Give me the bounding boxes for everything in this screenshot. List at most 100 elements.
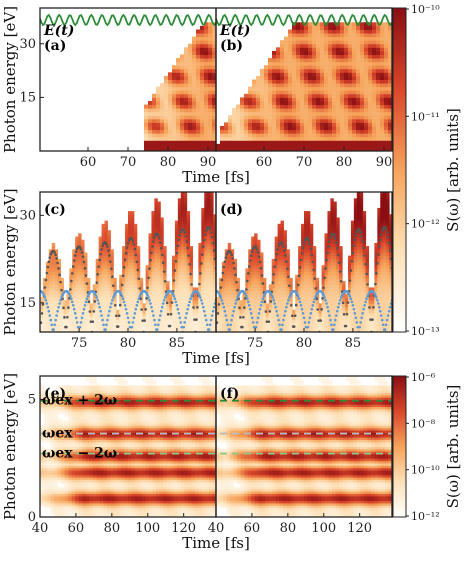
heatmap-cell bbox=[130, 287, 135, 292]
heatmap-cell bbox=[280, 233, 284, 238]
heatmap-cell bbox=[188, 72, 193, 77]
heatmap-cell bbox=[101, 284, 106, 288]
heatmap-cell bbox=[372, 47, 377, 52]
heatmap-cell bbox=[98, 236, 103, 241]
heatmap-cell bbox=[356, 316, 361, 320]
heatmap-cell bbox=[213, 255, 216, 260]
overlay-dot bbox=[201, 245, 205, 248]
heatmap-cell bbox=[128, 284, 132, 288]
heatmap-cell bbox=[188, 61, 193, 66]
heatmap-cell bbox=[157, 258, 161, 263]
overlay-dot bbox=[203, 233, 207, 236]
heatmap-cell bbox=[376, 86, 381, 91]
heatmap-cell bbox=[333, 223, 337, 228]
heatmap-cell bbox=[139, 316, 144, 320]
heatmap-cell bbox=[104, 268, 108, 273]
heatmap-cell bbox=[196, 104, 201, 109]
heatmap-cell bbox=[384, 50, 389, 55]
heatmap-cell bbox=[312, 262, 317, 266]
heatmap-cell bbox=[306, 227, 311, 231]
heatmap-cell bbox=[45, 322, 50, 327]
heatmap-cell bbox=[360, 93, 365, 98]
heatmap-cell bbox=[272, 61, 277, 66]
heatmap-cell bbox=[172, 255, 176, 260]
overlay-dot bbox=[157, 234, 160, 237]
heatmap-cell bbox=[324, 47, 329, 52]
heatmap-cell bbox=[154, 284, 158, 288]
heatmap-cell bbox=[296, 50, 301, 55]
heatmap-cell bbox=[312, 90, 317, 95]
heatmap-cell bbox=[274, 316, 279, 320]
heatmap-cell bbox=[210, 195, 214, 199]
heatmap-cell bbox=[84, 325, 88, 330]
heatmap-cell bbox=[86, 322, 91, 327]
heatmap-cell bbox=[86, 306, 91, 311]
heatmap-cell bbox=[201, 217, 205, 222]
heatmap-cell bbox=[172, 265, 176, 269]
heatmap-cell bbox=[301, 281, 305, 285]
heatmap-cell bbox=[163, 290, 167, 295]
overlay-dot bbox=[72, 307, 76, 311]
heatmap-cell bbox=[328, 75, 333, 80]
heatmap-cell bbox=[180, 262, 185, 266]
heatmap-cell bbox=[144, 140, 149, 145]
heatmap-cell bbox=[242, 328, 246, 332]
heatmap-cell bbox=[284, 111, 289, 116]
heatmap-cell bbox=[174, 290, 179, 295]
heatmap-cell bbox=[336, 40, 341, 45]
heatmap-cell bbox=[316, 40, 321, 45]
heatmap-cell bbox=[189, 281, 194, 285]
heatmap-cell bbox=[174, 281, 179, 285]
heatmap-cell bbox=[284, 43, 289, 48]
heatmap-cell bbox=[364, 47, 369, 52]
heatmap-cell bbox=[356, 136, 361, 141]
heatmap-cell bbox=[42, 325, 47, 330]
heatmap-cell bbox=[316, 29, 321, 34]
heatmap-cell bbox=[260, 83, 265, 88]
overlay-dot bbox=[71, 304, 75, 307]
heatmap-cell bbox=[372, 143, 377, 148]
heatmap-cell bbox=[213, 290, 216, 295]
heatmap-cell bbox=[218, 312, 223, 317]
heatmap-cell bbox=[51, 271, 56, 276]
heatmap-cell bbox=[256, 108, 261, 113]
heatmap-cell bbox=[344, 147, 349, 151]
heatmap-cell bbox=[180, 239, 185, 244]
heatmap-cell bbox=[177, 252, 182, 257]
heatmap-cell bbox=[356, 233, 361, 238]
heatmap-cell bbox=[151, 211, 155, 215]
heatmap-cell bbox=[95, 328, 100, 332]
heatmap-cell bbox=[210, 284, 214, 288]
heatmap-cell bbox=[298, 284, 302, 288]
heatmap-cell bbox=[192, 322, 196, 327]
heatmap-cell bbox=[42, 297, 47, 301]
heatmap-cell bbox=[204, 118, 209, 123]
heatmap-cell bbox=[128, 316, 132, 320]
heatmap-cell bbox=[160, 271, 164, 276]
heatmap-cell bbox=[157, 230, 161, 234]
heatmap-cell bbox=[321, 300, 326, 304]
heatmap-cell bbox=[348, 72, 353, 77]
heatmap-cell bbox=[339, 271, 343, 276]
heatmap-cell bbox=[348, 79, 353, 84]
overlay-dot bbox=[176, 244, 180, 248]
overlay-dot bbox=[116, 325, 120, 328]
heatmap-cell bbox=[288, 29, 293, 34]
heatmap-cell bbox=[40, 316, 44, 320]
heatmap-cell bbox=[321, 322, 326, 327]
heatmap-cell bbox=[157, 252, 161, 257]
heatmap-cell bbox=[183, 246, 188, 250]
heatmap-cell bbox=[336, 268, 340, 273]
heatmap-cell bbox=[177, 303, 182, 308]
overlay-dot bbox=[49, 252, 53, 256]
heatmap-cell bbox=[251, 281, 255, 285]
heatmap-cell bbox=[212, 97, 216, 102]
heatmap-cell bbox=[292, 79, 297, 84]
heatmap-cell bbox=[200, 129, 205, 134]
heatmap-cell bbox=[98, 293, 103, 298]
overlay-dot bbox=[53, 323, 56, 327]
heatmap-cell bbox=[210, 303, 214, 308]
heatmap-cell bbox=[324, 236, 328, 241]
heatmap-cell bbox=[321, 265, 326, 269]
heatmap-cell bbox=[51, 284, 56, 288]
